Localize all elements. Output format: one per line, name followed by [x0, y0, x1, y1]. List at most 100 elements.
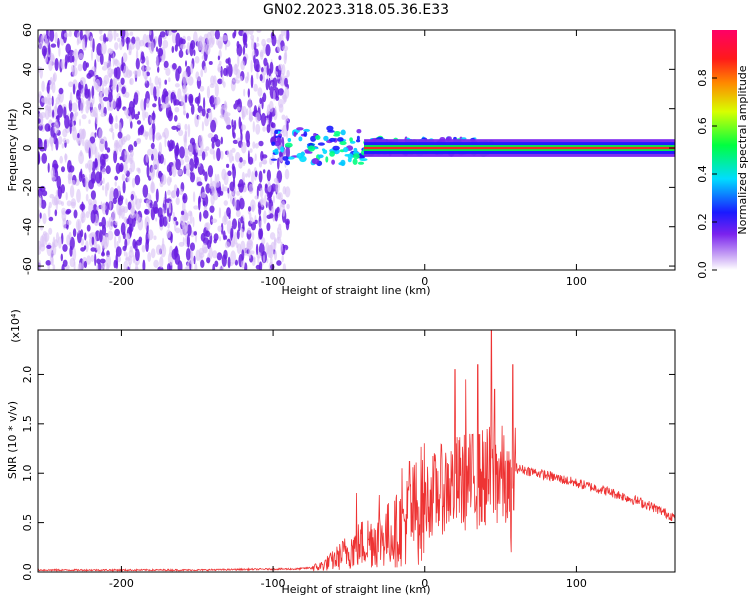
spectrogram-cell: [52, 109, 55, 118]
spectrogram-cell: [236, 229, 240, 240]
spectrogram-cell: [262, 92, 267, 103]
spectrogram-cell: [85, 193, 89, 202]
spectrogram-cell: [184, 123, 188, 131]
spectrogram-cell: [214, 97, 219, 108]
spectrogram-cell: [79, 203, 86, 211]
spectrogram-cell: [95, 112, 99, 125]
spectrogram-cell: [220, 136, 223, 145]
colorbar-label: Normalized spectral amplitude: [736, 65, 749, 234]
spectrogram-cell: [107, 230, 114, 241]
spectrogram-cell: [167, 109, 173, 122]
spectrogram-cell: [54, 209, 58, 217]
spectrogram-cell: [253, 83, 258, 92]
spectrogram-cell: [182, 70, 188, 85]
spectrogram-cell: [271, 183, 277, 192]
spectrogram-cell: [332, 145, 340, 151]
spectrogram-cell: [278, 223, 282, 231]
spectrogram-cell: [115, 246, 122, 257]
spectrogram-cell: [256, 36, 259, 42]
spectrogram-cell: [250, 74, 254, 89]
spectrogram-cell: [118, 234, 121, 244]
spectrogram-cell: [207, 132, 214, 139]
spectrogram-cell: [101, 83, 105, 94]
spectrogram-cell: [39, 243, 46, 252]
spectrogram-cell: [226, 207, 231, 217]
spectrogram-cell: [214, 30, 220, 40]
spectrogram-cell: [155, 217, 158, 222]
spectrogram-cell: [264, 194, 267, 207]
spectrogram-cell: [174, 253, 181, 265]
spectrogram-cell: [239, 157, 243, 163]
colorbar-tick-label: 0.4: [696, 165, 709, 183]
spectrogram-cell: [307, 145, 316, 152]
spectrogram-cell: [282, 45, 289, 52]
spectrogram-cell: [112, 131, 115, 141]
spectrogram-cell: [129, 211, 136, 219]
spectrogram-cell: [201, 151, 206, 161]
spectrogram-cell: [118, 122, 122, 134]
spectrogram-cell: [167, 189, 171, 196]
spectrogram-cell: [65, 210, 71, 215]
spectrogram-cell: [118, 144, 122, 153]
spectrogram-cell: [261, 67, 264, 73]
spectrogram-cell: [198, 196, 201, 211]
spectrogram-cell: [79, 30, 83, 41]
spectrogram-cell: [144, 111, 149, 119]
spectrogram-cell: [151, 153, 154, 161]
y-tick-label: 1.0: [21, 464, 34, 482]
spectrogram-cell: [175, 227, 181, 234]
spectrogram-cell: [108, 216, 114, 231]
spectrogram-cell: [91, 236, 95, 246]
spectrogram-cell: [325, 156, 329, 163]
spectrogram-cell: [142, 63, 145, 77]
spectrogram-cell: [43, 232, 50, 242]
spectrogram-cell: [125, 198, 128, 206]
spectrogram-panel: -200 -100 0 100 60 40 20 0 -20 -40 -60 Height of …: [6, 23, 676, 297]
y-tick-label: 20: [21, 102, 34, 116]
spectrogram-cell: [136, 138, 142, 145]
spectrogram-cell: [46, 82, 50, 94]
spectrogram-cell: [241, 105, 244, 119]
spectrogram-cell: [233, 119, 237, 130]
spectrogram-cell: [117, 131, 123, 139]
spectrogram-cell: [276, 260, 282, 266]
spectrogram-cell: [234, 151, 241, 163]
spectrogram-cell: [48, 216, 54, 222]
spectrogram-cell: [255, 243, 259, 256]
spectrogram-cell: [112, 197, 118, 205]
spectrogram-cell: [144, 131, 148, 140]
spectrogram-cell: [100, 201, 103, 210]
spectrogram-cell: [177, 88, 182, 101]
spectrogram-cell: [52, 264, 56, 270]
spectrogram-cell: [329, 151, 335, 157]
snr-x-ticks: -200 -100 0 100: [109, 330, 587, 590]
spectrogram-cell: [276, 206, 280, 213]
spectrogram-cell: [72, 228, 77, 238]
colorbar-tick-label: 0.6: [696, 117, 709, 135]
spectrogram-cell: [232, 132, 236, 139]
spectrogram-cell: [284, 142, 293, 148]
spectrogram-cell: [85, 30, 89, 37]
spectrogram-cell: [79, 118, 81, 127]
spectrogram-cell: [180, 210, 185, 216]
spectrogram-cell: [72, 51, 77, 56]
spectrogram-cell: [130, 193, 134, 201]
spectrogram-cell: [153, 259, 159, 268]
spectrogram-cell: [146, 164, 150, 178]
spectrogram-cell: [217, 36, 223, 50]
snr-panel: -200 -100 0 100 0.0 0.5 1.0 1.5 2.0 Height of s…: [6, 309, 676, 596]
spectrogram-cell: [190, 104, 195, 115]
spectrogram-cell: [280, 241, 283, 253]
spectrogram-cell: [84, 232, 87, 241]
spectrogram-cell: [118, 96, 122, 108]
spectrogram-cell: [349, 137, 353, 142]
spectrogram-cell: [134, 266, 139, 270]
spectrogram-cell: [352, 153, 360, 160]
spectrogram-cell: [114, 220, 118, 226]
spectrogram-cell: [133, 70, 139, 75]
spectrogram-cell: [124, 108, 129, 116]
spectrogram-cell: [205, 230, 211, 238]
spectrogram-cell: [239, 75, 243, 82]
spectrogram-cell: [281, 255, 284, 263]
spectrogram-cell: [222, 230, 226, 241]
